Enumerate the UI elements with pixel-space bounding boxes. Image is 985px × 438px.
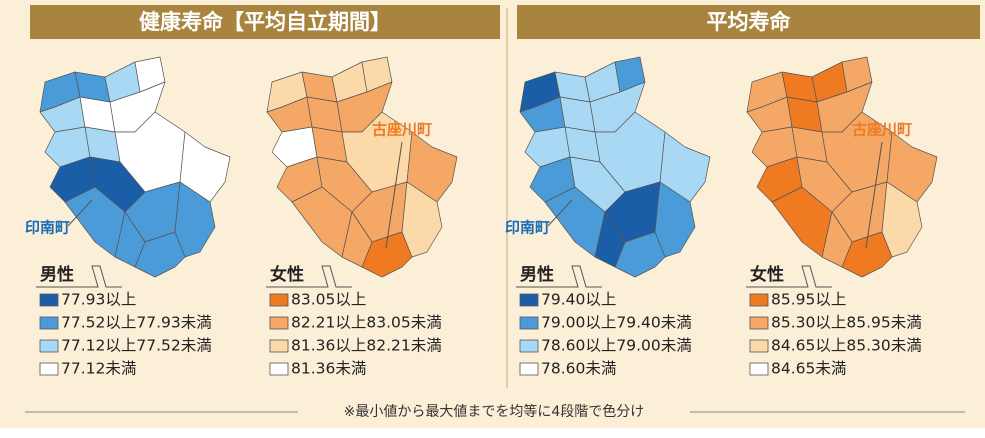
- legend-tab: [36, 265, 122, 288]
- leader-line: [547, 199, 573, 227]
- municipality: [821, 211, 853, 268]
- legend-tab: [266, 265, 352, 288]
- legend-label: 81.36未満: [291, 360, 366, 378]
- legend-swatch: [39, 362, 59, 376]
- legend-label: 77.12未満: [61, 360, 136, 378]
- legend-label: 77.52以上77.93未満: [61, 314, 212, 332]
- map: [519, 56, 711, 278]
- legend-swatch: [269, 362, 289, 376]
- leader-line: [67, 199, 93, 227]
- legend-swatch: [749, 316, 769, 330]
- legend-swatch: [519, 362, 539, 376]
- municipality: [401, 181, 443, 258]
- panel-title: 平均寿命: [707, 10, 792, 34]
- leader-line: [385, 141, 403, 249]
- map: [39, 56, 231, 278]
- legend-swatch: [749, 293, 769, 307]
- legend-heading: 女性: [750, 264, 784, 285]
- legend-label: 83.05以上: [291, 291, 366, 309]
- town-label: 古座川町: [372, 121, 432, 139]
- panel-header: [30, 5, 500, 39]
- legend-tab: [516, 265, 602, 288]
- town-label: 印南町: [25, 219, 70, 237]
- town-label: 印南町: [505, 219, 550, 237]
- legend-label: 82.21以上83.05未満: [291, 314, 442, 332]
- map: [746, 56, 938, 278]
- legend-label: 84.65未満: [771, 360, 846, 378]
- leader-line: [865, 141, 883, 249]
- legend-label: 85.30以上85.95未満: [771, 314, 922, 332]
- legend-label: 84.65以上85.30未満: [771, 337, 922, 355]
- municipality: [114, 211, 146, 268]
- legend-heading: 男性: [40, 264, 74, 285]
- panel-title: 健康寿命【平均自立期間】: [139, 10, 391, 34]
- legend-label: 79.40以上: [541, 291, 616, 309]
- legend-heading: 女性: [270, 264, 304, 285]
- legend-label: 78.60以上79.00未満: [541, 337, 692, 355]
- municipality: [174, 181, 216, 258]
- legend-swatch: [269, 293, 289, 307]
- legend-label: 77.93以上: [61, 291, 136, 309]
- legend-swatch: [39, 339, 59, 353]
- legend-heading: 男性: [520, 264, 554, 285]
- legend-swatch: [269, 339, 289, 353]
- legend-swatch: [39, 293, 59, 307]
- panel-header: [517, 5, 980, 39]
- legend-swatch: [269, 316, 289, 330]
- legend-swatch: [519, 293, 539, 307]
- legend-label: 81.36以上82.21未満: [291, 337, 442, 355]
- legend-swatch: [519, 339, 539, 353]
- legend-swatch: [749, 362, 769, 376]
- municipality: [341, 211, 373, 268]
- legend-label: 77.12以上77.52未満: [61, 337, 212, 355]
- legend-label: 85.95以上: [771, 291, 846, 309]
- legend-label: 79.00以上79.40未満: [541, 314, 692, 332]
- legend-label: 78.60未満: [541, 360, 616, 378]
- municipality: [654, 181, 696, 258]
- map: [266, 56, 458, 278]
- legend-swatch: [39, 316, 59, 330]
- legend-swatch: [519, 316, 539, 330]
- municipality: [881, 181, 923, 258]
- municipality: [594, 211, 626, 268]
- legend-tab: [746, 265, 832, 288]
- legend-swatch: [749, 339, 769, 353]
- footnote: ※最小値から最大値までを均等に4段階で色分け: [344, 403, 645, 420]
- town-label: 古座川町: [852, 121, 912, 139]
